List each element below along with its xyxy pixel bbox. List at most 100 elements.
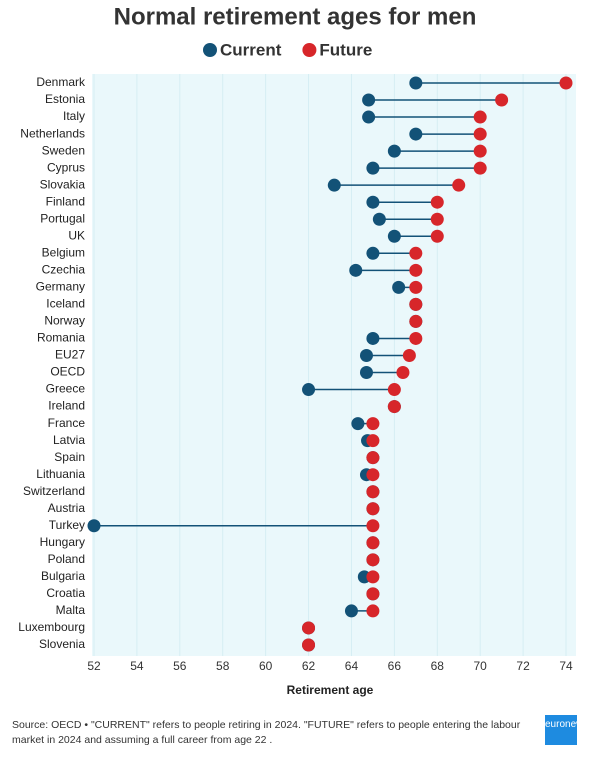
dot (366, 246, 380, 260)
dot (366, 570, 380, 584)
dot (362, 93, 376, 107)
y-tick-label: Austria (48, 501, 86, 515)
dot (87, 519, 101, 533)
dot (387, 144, 401, 158)
dot (402, 348, 416, 362)
x-tick-label: 52 (87, 659, 101, 673)
dot (302, 638, 316, 652)
x-tick-label: 58 (216, 659, 230, 673)
y-tick-label: Malta (56, 603, 86, 617)
dot (351, 417, 365, 431)
y-tick-label: Spain (54, 450, 85, 464)
y-tick-label: Luxembourg (18, 620, 85, 634)
y-tick-label: Switzerland (23, 484, 85, 498)
x-tick-label: 66 (388, 659, 402, 673)
y-tick-label: Netherlands (20, 126, 85, 140)
y-tick-label: Italy (63, 109, 85, 123)
dot (430, 195, 444, 209)
x-tick-label: 68 (431, 659, 445, 673)
dot (409, 127, 423, 141)
plot-background (92, 74, 576, 656)
dot (366, 417, 380, 431)
y-tick-label: Norway (44, 314, 85, 328)
dot (362, 110, 376, 124)
dot (387, 383, 401, 397)
x-tick-label: 60 (259, 659, 273, 673)
y-tick-label: EU27 (55, 348, 85, 362)
y-tick-label: Portugal (40, 211, 85, 225)
dot (387, 229, 401, 243)
y-tick-label: UK (68, 228, 85, 242)
x-tick-label: 64 (345, 659, 359, 673)
dot (409, 280, 423, 294)
dot (366, 468, 380, 482)
y-tick-label: Czechia (42, 263, 86, 277)
dot (430, 229, 444, 243)
dot (430, 212, 444, 226)
x-tick-label: 70 (474, 659, 488, 673)
x-tick-label: 74 (559, 659, 573, 673)
y-tick-label: Iceland (46, 297, 85, 311)
y-tick-label: OECD (50, 365, 85, 379)
dot (409, 297, 423, 311)
dot (392, 280, 406, 294)
x-tick-label: 54 (130, 659, 144, 673)
y-tick-label: Sweden (42, 143, 85, 157)
dot (366, 519, 380, 533)
y-tick-label: Belgium (42, 245, 85, 259)
legend-label: Current (220, 40, 282, 59)
dot (366, 502, 380, 516)
y-tick-label: Ireland (48, 399, 85, 413)
dot (473, 110, 487, 124)
y-tick-label: Finland (46, 194, 85, 208)
dot (387, 400, 401, 414)
y-tick-label: Bulgaria (41, 569, 85, 583)
dot (349, 263, 363, 277)
y-tick-label: Lithuania (36, 467, 85, 481)
dot (359, 366, 373, 380)
source-note: Source: OECD • "CURRENT" refers to peopl… (12, 719, 521, 746)
x-tick-label: 72 (516, 659, 530, 673)
dot (409, 331, 423, 345)
dot (366, 485, 380, 499)
y-tick-label: Latvia (53, 433, 85, 447)
chart: Normal retirement ages for men Retiremen… (18, 3, 576, 697)
legend-label: Future (319, 40, 372, 59)
y-tick-label: Hungary (40, 535, 85, 549)
dot (366, 587, 380, 601)
y-tick-label: France (48, 416, 86, 430)
y-tick-label: Estonia (45, 92, 85, 106)
dot (409, 246, 423, 260)
legend-marker (203, 43, 217, 57)
dot (473, 161, 487, 175)
y-tick-label: Slovakia (40, 177, 86, 191)
dot (409, 314, 423, 328)
y-tick-label: Denmark (36, 75, 86, 89)
x-tick-label: 62 (302, 659, 316, 673)
dot (359, 348, 373, 362)
dot (366, 451, 380, 465)
y-tick-label: Romania (37, 331, 85, 345)
dot (366, 195, 380, 209)
dot (366, 553, 380, 567)
dot (559, 76, 573, 90)
dot (473, 127, 487, 141)
y-tick-label: Poland (48, 552, 85, 566)
x-axis-label: Retirement age (287, 683, 374, 697)
y-tick-label: Germany (36, 280, 85, 294)
dot (452, 178, 466, 192)
y-tick-label: Slovenia (39, 637, 85, 651)
y-tick-label: Turkey (49, 518, 85, 532)
dot (366, 604, 380, 618)
dot (366, 161, 380, 175)
logo: euronews. (545, 715, 590, 745)
dot (302, 621, 316, 635)
dot (344, 604, 358, 618)
dot (473, 144, 487, 158)
dot (327, 178, 341, 192)
dot (366, 536, 380, 550)
y-tick-label: Croatia (46, 586, 85, 600)
y-tick-label: Greece (46, 382, 86, 396)
dot (396, 366, 410, 380)
